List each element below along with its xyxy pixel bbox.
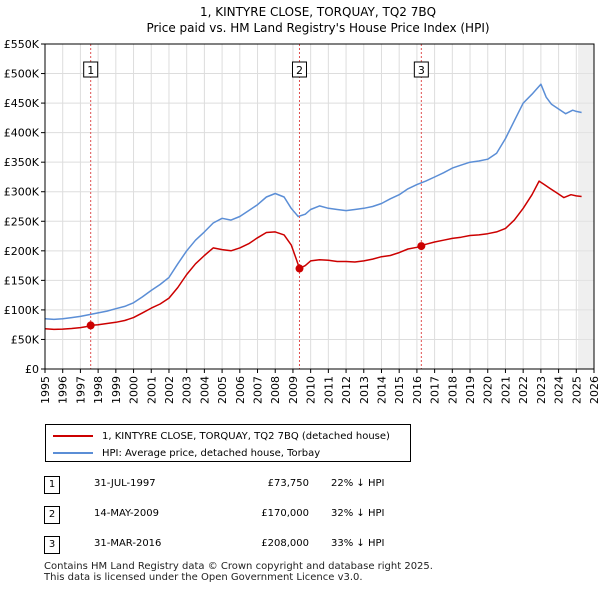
- x-tick-label: 2024: [553, 376, 566, 404]
- x-tick-label: 2007: [252, 376, 265, 404]
- x-tick-label: 2017: [429, 376, 442, 404]
- sale-marker-label: 2: [296, 64, 303, 77]
- plot-frame: [44, 43, 595, 370]
- sale-marker-box: [413, 61, 429, 78]
- chart-subtitle: Price paid vs. HM Land Registry's House …: [146, 21, 489, 35]
- x-axis: 1995 1996 1997 1998 1999 2000 2001 2002 2003 2004…: [39, 369, 600, 404]
- x-tick-label: 2002: [163, 376, 176, 404]
- x-tick-label: 2012: [340, 376, 353, 404]
- y-tick-label: £400K: [4, 127, 40, 140]
- x-tick-label: 2004: [198, 376, 211, 404]
- y-tick-label: £0: [25, 363, 39, 376]
- sale-number-badge: 1: [44, 476, 60, 494]
- price-chart: 1, KINTYRE CLOSE, TORQUAY, TQ2 7BQ Price…: [4, 5, 600, 404]
- x-tick-label: 2001: [145, 376, 158, 404]
- sale-date: 31-JUL-1997: [94, 478, 156, 489]
- x-tick-label: 2014: [375, 376, 388, 404]
- sales-table: 1 31-JUL-1997 £73,750 22% ↓ HPI 2 14-MAY…: [44, 472, 394, 562]
- x-tick-label: 2009: [287, 376, 300, 404]
- sale-date: 14-MAY-2009: [94, 508, 160, 519]
- sale-point: [417, 242, 426, 251]
- legend-label-hpi: HPI: Average price, detached house, Torb…: [102, 447, 321, 459]
- y-tick-label: £350K: [4, 156, 40, 169]
- legend: 1, KINTYRE CLOSE, TORQUAY, TQ2 7BQ (deta…: [45, 424, 411, 462]
- x-tick-label: 2013: [358, 376, 371, 404]
- x-tick-label: 2023: [535, 376, 548, 404]
- sale-number-badge: 3: [44, 536, 60, 554]
- sale-point: [295, 264, 304, 273]
- x-tick-label: 1997: [74, 376, 87, 404]
- sale-price: £208,000: [261, 538, 309, 549]
- x-tick-label: 2003: [181, 376, 194, 404]
- y-tick-label: £250K: [4, 215, 40, 228]
- x-tick-label: 2006: [234, 376, 247, 404]
- y-tick-label: £450K: [4, 97, 40, 110]
- sale-marker-box: [83, 61, 99, 78]
- forecast-region: [578, 44, 594, 369]
- x-tick-label: 2026: [588, 376, 600, 404]
- x-tick-label: 1996: [57, 376, 70, 404]
- legend-item-property: 1, KINTYRE CLOSE, TORQUAY, TQ2 7BQ (deta…: [46, 427, 390, 445]
- sale-price: £73,750: [267, 478, 309, 489]
- sale-hpi-diff: 22% ↓ HPI: [331, 478, 385, 489]
- sale-markers: 1 2 3: [83, 44, 429, 369]
- sale-date: 31-MAR-2016: [94, 538, 162, 549]
- sale-marker-label: 1: [87, 64, 94, 77]
- x-tick-label: 2010: [305, 376, 318, 404]
- legend-swatch-property: [53, 435, 93, 437]
- x-tick-label: 2005: [216, 376, 229, 404]
- x-tick-label: 1999: [110, 376, 123, 404]
- y-tick-label: £300K: [4, 186, 40, 199]
- sale-price: £170,000: [261, 508, 309, 519]
- sale-number-badge: 2: [44, 506, 60, 524]
- sale-marker-label: 3: [418, 64, 425, 77]
- sale-hpi-diff: 33% ↓ HPI: [331, 538, 385, 549]
- sale-hpi-diff: 32% ↓ HPI: [331, 508, 385, 519]
- footer-line: This data is licensed under the Open Gov…: [44, 572, 363, 583]
- sale-row: 1 31-JUL-1997 £73,750 22% ↓ HPI: [44, 472, 394, 502]
- legend-label-property: 1, KINTYRE CLOSE, TORQUAY, TQ2 7BQ (deta…: [102, 430, 390, 442]
- series-lines: [44, 83, 582, 331]
- legend-item-hpi: HPI: Average price, detached house, Torb…: [46, 444, 320, 462]
- y-tick-label: £200K: [4, 245, 40, 258]
- x-tick-label: 2019: [464, 376, 477, 404]
- footer-attribution: Contains HM Land Registry data © Crown c…: [44, 561, 433, 583]
- footer-line: Contains HM Land Registry data © Crown c…: [44, 561, 433, 572]
- x-tick-label: 2021: [499, 376, 512, 404]
- y-tick-label: £550K: [4, 38, 40, 51]
- property-price-line: [44, 180, 582, 331]
- x-tick-label: 1998: [92, 376, 105, 404]
- sale-point: [86, 321, 95, 330]
- sale-row: 3 31-MAR-2016 £208,000 33% ↓ HPI: [44, 532, 394, 562]
- y-tick-label: £500K: [4, 68, 40, 81]
- x-tick-label: 2020: [482, 376, 495, 404]
- y-tick-label: £100K: [4, 304, 40, 317]
- hpi-line: [44, 83, 582, 321]
- x-tick-label: 2000: [128, 376, 141, 404]
- x-tick-label: 2016: [411, 376, 424, 404]
- chart-title: 1, KINTYRE CLOSE, TORQUAY, TQ2 7BQ: [200, 5, 436, 19]
- sale-marker-box: [291, 61, 307, 78]
- x-tick-label: 2011: [322, 376, 335, 404]
- x-tick-label: 2008: [269, 376, 282, 404]
- x-tick-label: 2015: [393, 376, 406, 404]
- y-tick-label: £150K: [4, 274, 40, 287]
- x-tick-label: 2022: [517, 376, 530, 404]
- x-tick-label: 2025: [570, 376, 583, 404]
- legend-swatch-hpi: [53, 452, 93, 454]
- x-tick-label: 1995: [39, 376, 52, 404]
- y-axis: £0 £50K £100K £150K £200K £250K £300K £350K £400…: [4, 38, 45, 376]
- sale-row: 2 14-MAY-2009 £170,000 32% ↓ HPI: [44, 502, 394, 532]
- y-tick-label: £50K: [11, 333, 40, 346]
- x-tick-label: 2018: [446, 376, 459, 404]
